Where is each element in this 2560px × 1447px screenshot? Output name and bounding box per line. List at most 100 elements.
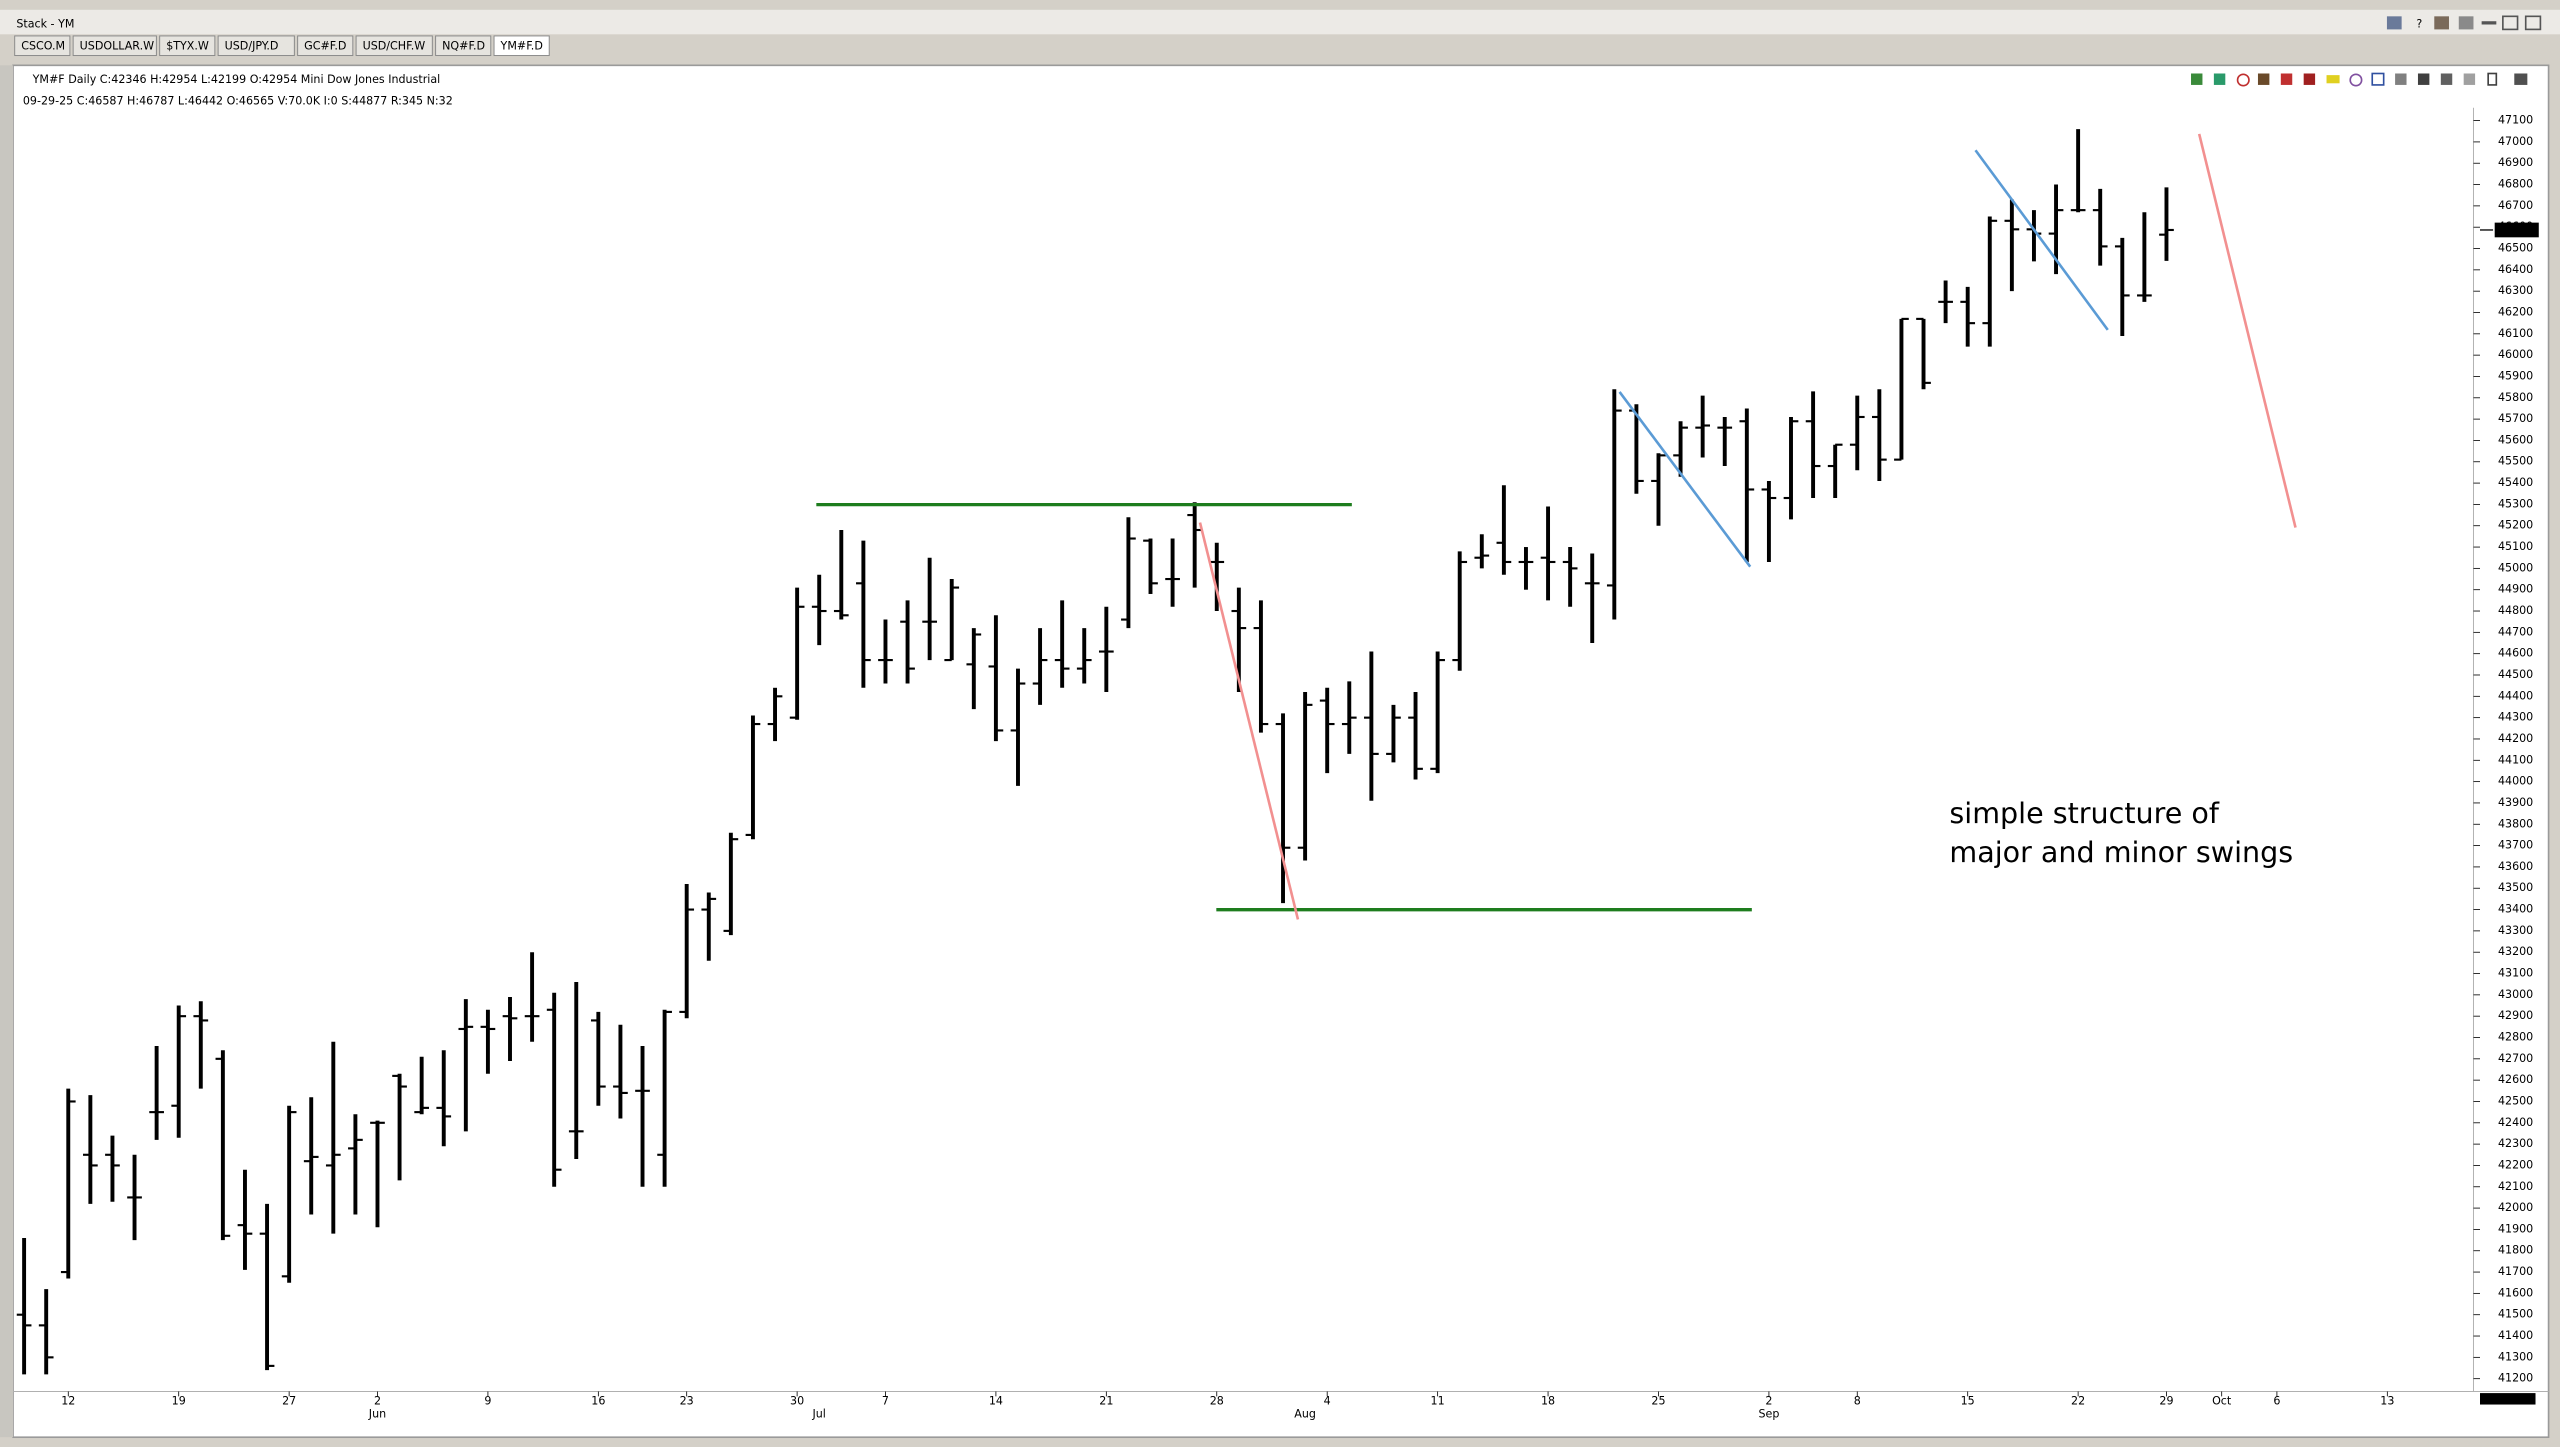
y-tick-label: 43700 [2498,839,2533,852]
y-tick-label: 43500 [2498,881,2533,894]
symbol-tab-label[interactable]: NQ#F.D [442,40,485,53]
x-tick-label: 8 [1854,1394,1861,1407]
tool-icon[interactable] [2213,73,2226,85]
tool-icon[interactable] [2440,73,2453,85]
y-tick-label: 43200 [2498,945,2533,958]
y-tick-label: 44100 [2498,753,2533,766]
x-tick-label: 7 [882,1394,889,1407]
chart-panel [12,64,2550,1439]
symbol-tab[interactable] [14,35,71,57]
symbol-tab-label[interactable]: USDOLLAR.W [80,40,154,53]
x-tick-label: 15 [1961,1394,1975,1407]
toolbar-button[interactable] [2458,16,2474,30]
maximize-button[interactable] [2502,15,2519,31]
toolbar-button[interactable] [2434,16,2449,30]
y-tick-label: 43400 [2498,903,2533,916]
x-tick-label: 21 [1099,1394,1113,1407]
y-tick-label: 47100 [2498,114,2533,127]
y-tick-label: 42400 [2498,1116,2533,1129]
symbol-tab[interactable] [159,35,216,57]
symbol-tab[interactable] [217,35,295,57]
y-tick-label: 46400 [2498,263,2533,276]
symbol-tab-label[interactable]: USD/JPY.D [225,40,279,53]
tool-icon[interactable] [2463,73,2476,85]
x-tick-label: 25 [1651,1394,1665,1407]
tool-icon[interactable] [2191,73,2203,85]
y-tick-label: 43100 [2498,967,2533,980]
y-tick-label: 46300 [2498,284,2533,297]
symbol-tab[interactable] [355,35,433,57]
symbol-tab-label[interactable]: $TYX.W [166,40,209,53]
symbol-tab[interactable] [435,35,492,57]
y-tick-label: 42600 [2498,1073,2533,1086]
tool-icon[interactable] [2395,73,2407,85]
month-label: Aug [1294,1407,1316,1420]
y-tick-label: 44500 [2498,668,2533,681]
symbol-tab[interactable] [493,35,550,57]
tool-icon[interactable] [2303,73,2316,85]
symbol-tab[interactable] [297,35,354,57]
minor-swing-line [1618,391,1752,568]
tool-icon[interactable] [2326,75,2340,84]
y-tick-label: 45800 [2498,391,2533,404]
y-tick-label: 42300 [2498,1137,2533,1150]
y-tick-label: 44700 [2498,625,2533,638]
y-tick-label: 42800 [2498,1030,2533,1043]
x-tick-label: 9 [484,1394,491,1407]
y-tick-label: 45000 [2498,561,2533,574]
symbol-tab-label[interactable]: USD/CHF.W [363,40,426,53]
x-tick-label: 22 [2071,1394,2085,1407]
y-tick-label: 46000 [2498,348,2533,361]
y-tick-label: 45900 [2498,369,2533,382]
tool-icon[interactable] [2257,73,2270,85]
y-tick-label: 44600 [2498,647,2533,660]
tool-icon[interactable] [2417,73,2430,85]
tool-icon[interactable] [2236,73,2250,87]
y-tick-label: 44300 [2498,711,2533,724]
chart-toolbar [2191,72,2528,87]
y-tick-label: 41400 [2498,1329,2533,1342]
chart-subtitle: 09-29-25 C:46587 H:46787 L:46442 O:46565… [23,94,453,107]
symbol-tab[interactable] [72,35,157,57]
y-tick-label: 41500 [2498,1308,2533,1321]
symbol-tab-label[interactable]: YM#F.D [500,40,543,53]
scroll-control[interactable] [2480,1393,2536,1405]
y-tick-label: 41800 [2498,1244,2533,1257]
annotation: major and minor swings [1949,835,2293,869]
y-tick-label: 41700 [2498,1265,2533,1278]
y-tick-label: 42500 [2498,1094,2533,1107]
x-tick-label: 16 [591,1394,605,1407]
toolbar-button[interactable] [2386,16,2402,30]
y-tick-label: 41600 [2498,1286,2533,1299]
symbol-tab-label[interactable]: GC#F.D [304,40,346,53]
tool-icon[interactable] [2371,72,2385,86]
last-price-label: 46587 [2498,223,2533,236]
y-tick-label: 46700 [2498,199,2533,212]
y-tick-label: 43900 [2498,796,2533,809]
tool-icon[interactable] [2487,72,2498,86]
help-button[interactable]: ? [2416,17,2422,30]
tool-icon[interactable] [2514,73,2528,85]
title-bar [0,9,2560,35]
tool-icon[interactable] [2280,73,2293,85]
plot-area: 41200 41300 41400 41500 41600 41700 41800 41900… [16,114,2539,1420]
window-controls: ? [2386,15,2542,31]
y-tick-label: 42100 [2498,1180,2533,1193]
symbol-tab-label[interactable]: CSCO.M [21,40,65,53]
y-tick-label: 46100 [2498,327,2533,340]
y-tick-label: 45200 [2498,519,2533,532]
tool-icon[interactable] [2349,73,2363,87]
close-button[interactable] [2524,15,2542,31]
symbol-tabs: CSCO.M USDOLLAR.W $TYX.W USD/JPY.D GC#F.D USD… [14,35,550,57]
last-price-box [2494,222,2539,238]
major-swing-line [2197,133,2297,528]
x-tick-label: 2 [1765,1394,1772,1407]
y-tick-label: 42700 [2498,1052,2533,1065]
minimize-button[interactable] [2481,21,2497,25]
x-tick-label: 11 [1431,1394,1445,1407]
x-tick-label: 30 [790,1394,804,1407]
month-label: Jul [812,1407,826,1420]
x-tick-label: 6 [2273,1394,2280,1407]
